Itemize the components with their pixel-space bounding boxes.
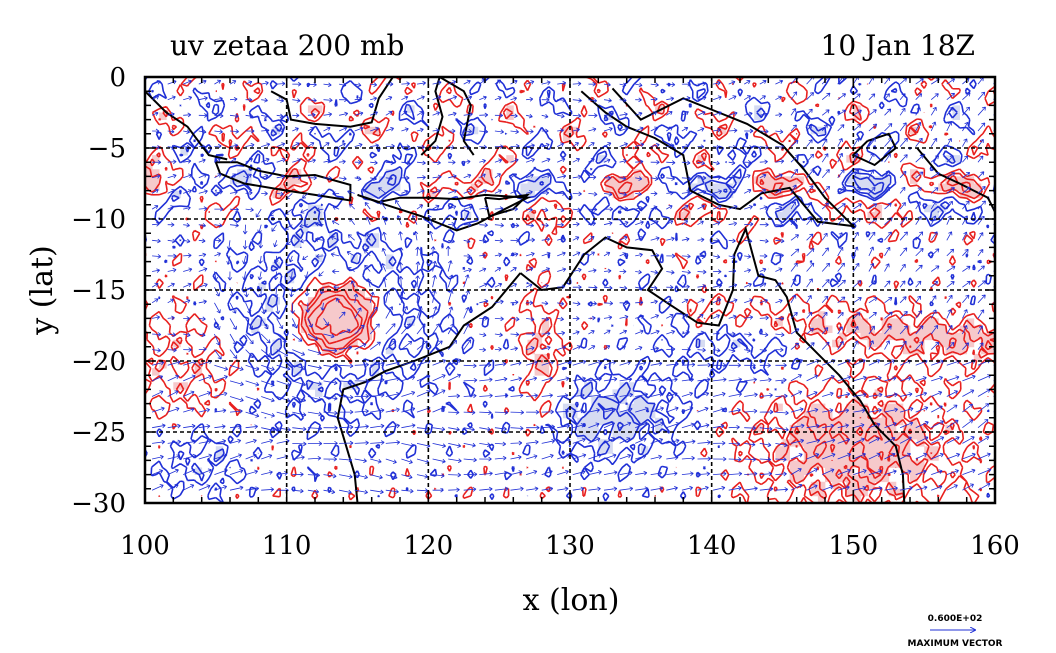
y-tick-label--15: −15 — [71, 276, 126, 306]
x-tick-label-110: 110 — [262, 531, 312, 561]
x-tick-label-150: 150 — [829, 531, 879, 561]
x-tick-labels: 100 110 120 130 140 150 160 — [120, 531, 1020, 561]
reference-vector-value: 0.600E+02 — [928, 614, 983, 624]
reference-vector: 0.600E+02 MAXIMUM VECTOR — [907, 614, 1002, 649]
coastline-segment-3 — [214, 161, 352, 202]
y-axis-title: y (lat) — [25, 245, 60, 335]
coastline-segment-11 — [484, 193, 531, 218]
y-tick-label--5: −5 — [88, 134, 126, 164]
coastline-segment-7 — [420, 77, 475, 156]
chart-date: 10 Jan 18Z — [821, 29, 975, 62]
frame-ticks — [144, 76, 996, 504]
coastline-segment-10 — [916, 147, 995, 213]
y-tick-label--10: −10 — [71, 205, 126, 235]
tick-marks — [144, 76, 996, 504]
x-tick-label-140: 140 — [687, 531, 737, 561]
coastline-segment-9 — [851, 132, 898, 167]
grid-lines — [145, 77, 995, 503]
negative-contour-3 — [243, 173, 940, 432]
y-tick-label--20: −20 — [71, 347, 126, 377]
coastline-segment-5 — [145, 90, 228, 161]
coastline-segment-4 — [357, 193, 532, 232]
plot-area — [143, 75, 997, 505]
positive-contour-4 — [307, 294, 363, 345]
coastline — [145, 77, 995, 503]
x-tick-label-160: 160 — [970, 531, 1020, 561]
chart-title: uv zetaa 200 mb — [170, 29, 404, 62]
wind-vectors — [151, 77, 995, 495]
x-tick-label-120: 120 — [404, 531, 454, 561]
x-axis-title: x (lon) — [523, 583, 620, 618]
x-tick-label-130: 130 — [545, 531, 595, 561]
coastline-segment-2 — [336, 272, 522, 503]
positive-contour-2 — [145, 86, 995, 503]
coastline-segment-6 — [270, 77, 394, 128]
wind-vector-field — [151, 77, 995, 495]
x-tick-label-100: 100 — [120, 531, 170, 561]
y-tick-label-0: 0 — [109, 63, 126, 93]
shaded-regions — [145, 105, 995, 503]
positive-shading — [145, 105, 995, 503]
y-tick-label--25: −25 — [71, 418, 126, 448]
reference-vector-label: MAXIMUM VECTOR — [907, 639, 1002, 649]
coastline-segment-8 — [580, 87, 857, 228]
negative-shading — [173, 105, 960, 476]
y-tick-label--30: −30 — [71, 489, 126, 519]
y-tick-labels: 0 −5 −10 −15 −20 −25 −30 — [71, 63, 126, 519]
